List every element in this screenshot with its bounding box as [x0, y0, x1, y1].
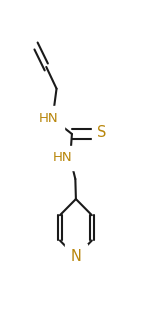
Text: HN: HN	[53, 151, 72, 164]
Text: S: S	[97, 126, 107, 141]
Text: N: N	[70, 249, 81, 264]
Text: HN: HN	[39, 112, 58, 125]
